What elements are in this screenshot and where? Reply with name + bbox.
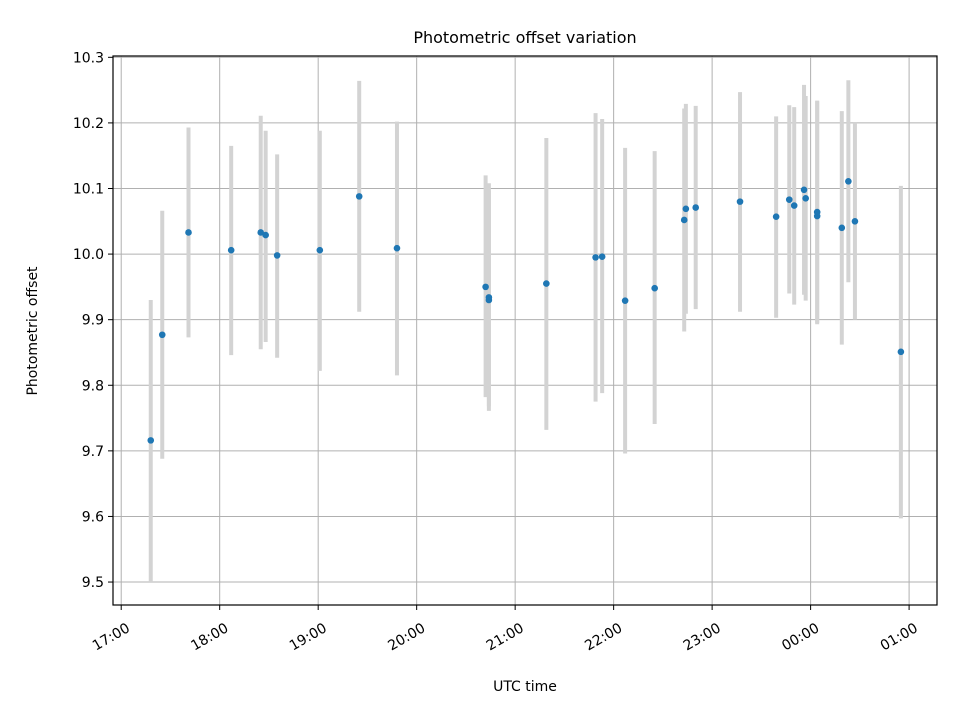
y-tick-label: 9.8 xyxy=(82,378,104,394)
data-point xyxy=(592,254,599,261)
data-point xyxy=(800,186,808,194)
data-point xyxy=(680,216,688,224)
y-tick-label: 10.3 xyxy=(73,50,104,66)
data-point xyxy=(790,202,798,209)
data-point xyxy=(845,177,852,185)
data-point xyxy=(316,246,324,254)
x-axis-label: UTC time xyxy=(493,679,557,695)
data-point xyxy=(838,224,846,232)
data-point xyxy=(621,297,629,304)
y-tick-label: 9.5 xyxy=(82,575,104,591)
data-point xyxy=(851,217,859,225)
data-points xyxy=(147,177,905,444)
y-tick-label: 9.6 xyxy=(82,509,104,525)
y-tick-label: 9.9 xyxy=(82,313,104,329)
data-point xyxy=(897,348,905,356)
data-point xyxy=(158,331,166,339)
y-tick-label: 10.1 xyxy=(73,181,104,197)
data-point xyxy=(147,437,155,444)
y-tick-label: 10.2 xyxy=(73,116,104,132)
data-point xyxy=(185,229,192,236)
y-axis-ticks: 9.5 9.6 9.7 9.8 9.9 10.0 10.1 10.2 10.3 xyxy=(73,50,113,591)
data-point xyxy=(598,253,606,261)
data-point xyxy=(227,246,235,254)
y-tick-label: 10.0 xyxy=(73,247,104,263)
data-point xyxy=(262,231,269,239)
y-axis-label: Photometric offset xyxy=(25,266,41,396)
data-point xyxy=(393,244,401,252)
data-point xyxy=(485,296,493,304)
data-point xyxy=(543,280,550,287)
data-point xyxy=(355,193,363,200)
data-point xyxy=(692,204,700,211)
data-point xyxy=(257,229,265,236)
data-point xyxy=(813,208,821,216)
data-point xyxy=(785,196,793,203)
y-tick-label: 9.7 xyxy=(82,444,104,460)
data-point xyxy=(482,283,489,291)
data-point xyxy=(736,198,744,205)
data-point xyxy=(273,252,281,259)
chart-title: Photometric offset variation xyxy=(413,28,636,47)
plot-frame xyxy=(112,55,938,606)
data-point xyxy=(651,284,658,292)
data-point xyxy=(772,213,780,220)
data-point xyxy=(682,205,690,213)
data-point xyxy=(802,195,809,202)
